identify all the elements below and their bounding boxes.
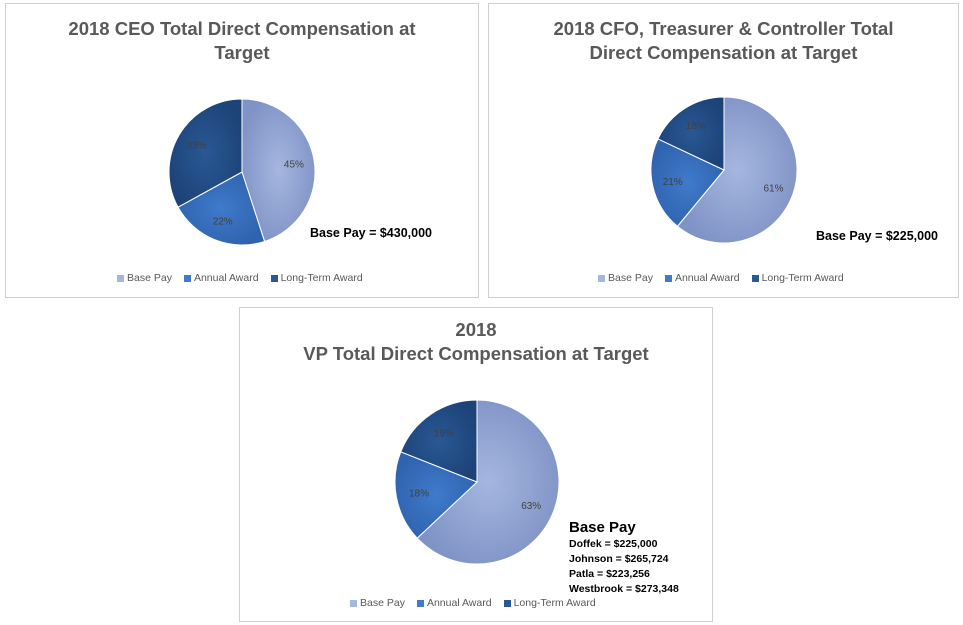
legend-swatch <box>598 274 605 282</box>
title-line-1: 2018 CEO Total Direct Compensation at <box>68 18 416 39</box>
pct-label-annual-award: 21% <box>663 177 683 188</box>
pct-label-long-term-award: 33% <box>187 141 207 152</box>
slice-long-term-award <box>657 96 725 171</box>
legend-label: Annual Award <box>193 272 259 284</box>
base-pay-annotation: Base Pay = $225,000 <box>816 229 938 243</box>
chart-legend: Base Pay Annual Award Long-Term Award <box>598 272 844 284</box>
legend-item-annual-award: Annual Award <box>416 597 492 609</box>
legend-swatch <box>350 599 357 607</box>
slice-base-pay <box>676 96 798 244</box>
title-line-2: VP Total Direct Compensation at Target <box>303 343 649 364</box>
ceo-pie-chart: 45% 22% 33% <box>168 98 316 246</box>
legend-item-annual-award: Annual Award <box>183 272 259 284</box>
legend-swatch <box>503 599 511 607</box>
base-pay-patla: Patla = $223,256 <box>569 568 650 580</box>
vp-chart-panel: 2018 VP Total Direct Compensation at Tar… <box>239 307 713 622</box>
pct-label-base-pay: 61% <box>763 183 783 194</box>
legend-swatch <box>416 599 424 607</box>
chart-legend: Base Pay Annual Award Long-Term Award <box>350 597 596 609</box>
base-pay-johnson: Johnson = $265,724 <box>569 553 669 565</box>
base-pay-heading: Base Pay <box>569 519 636 536</box>
slice-annual-award <box>177 171 266 246</box>
base-pay-doffek: Doffek = $225,000 <box>569 538 658 550</box>
base-pay-annotation: Base Pay = $430,000 <box>310 226 432 240</box>
slice-base-pay <box>416 399 560 565</box>
legend-item-annual-award: Annual Award <box>664 272 740 284</box>
legend-label: Annual Award <box>426 597 492 609</box>
title-line-2: Direct Compensation at Target <box>589 42 858 63</box>
cfo-pie-chart: 61% 21% 18% <box>650 96 798 244</box>
ceo-chart-panel: 2018 CEO Total Direct Compensation at Ta… <box>5 3 479 298</box>
chart-title: 2018 CEO Total Direct Compensation at Ta… <box>6 17 478 65</box>
chart-title: 2018 CFO, Treasurer & Controller Total D… <box>489 17 958 65</box>
legend-item-base-pay: Base Pay <box>117 272 172 284</box>
legend-label: Long-Term Award <box>280 272 363 284</box>
legend-item-long-term-award: Long-Term Award <box>751 272 844 284</box>
base-pay-annotation: Base Pay Doffek = $225,000 Johnson = $26… <box>569 518 679 597</box>
title-line-1: 2018 CFO, Treasurer & Controller Total <box>553 18 894 39</box>
cfo-chart-panel: 2018 CFO, Treasurer & Controller Total D… <box>488 3 959 298</box>
legend-item-long-term-award: Long-Term Award <box>270 272 363 284</box>
pct-label-base-pay: 45% <box>284 159 304 170</box>
base-pay-westbrook: Westbrook = $273,348 <box>569 583 679 595</box>
legend-swatch <box>664 274 672 282</box>
pct-label-annual-award: 18% <box>409 489 429 500</box>
legend-swatch <box>117 274 124 282</box>
chart-title: 2018 VP Total Direct Compensation at Tar… <box>240 318 712 366</box>
title-line-1: 2018 <box>455 319 497 340</box>
legend-label: Long-Term Award <box>761 272 844 284</box>
legend-label: Base Pay <box>608 272 653 284</box>
legend-label: Long-Term Award <box>513 597 596 609</box>
legend-swatch <box>751 274 759 282</box>
legend-item-long-term-award: Long-Term Award <box>503 597 596 609</box>
legend-swatch <box>270 274 278 282</box>
slice-base-pay <box>241 98 316 243</box>
slice-long-term-award <box>400 399 478 483</box>
vp-pie-chart: 63% 18% 19% <box>394 399 560 565</box>
legend-label: Base Pay <box>127 272 172 284</box>
legend-item-base-pay: Base Pay <box>350 597 405 609</box>
pct-label-long-term-award: 18% <box>686 121 706 132</box>
slice-annual-award <box>394 451 478 539</box>
legend-swatch <box>183 274 191 282</box>
pct-label-base-pay: 63% <box>521 501 541 512</box>
chart-legend: Base Pay Annual Award Long-Term Award <box>117 272 363 284</box>
title-line-2: Target <box>214 42 270 63</box>
legend-label: Annual Award <box>674 272 740 284</box>
legend-item-base-pay: Base Pay <box>598 272 653 284</box>
slice-long-term-award <box>168 98 243 208</box>
pct-label-long-term-award: 19% <box>434 429 454 440</box>
slice-annual-award <box>650 138 725 227</box>
pct-label-annual-award: 22% <box>213 216 233 227</box>
legend-label: Base Pay <box>360 597 405 609</box>
